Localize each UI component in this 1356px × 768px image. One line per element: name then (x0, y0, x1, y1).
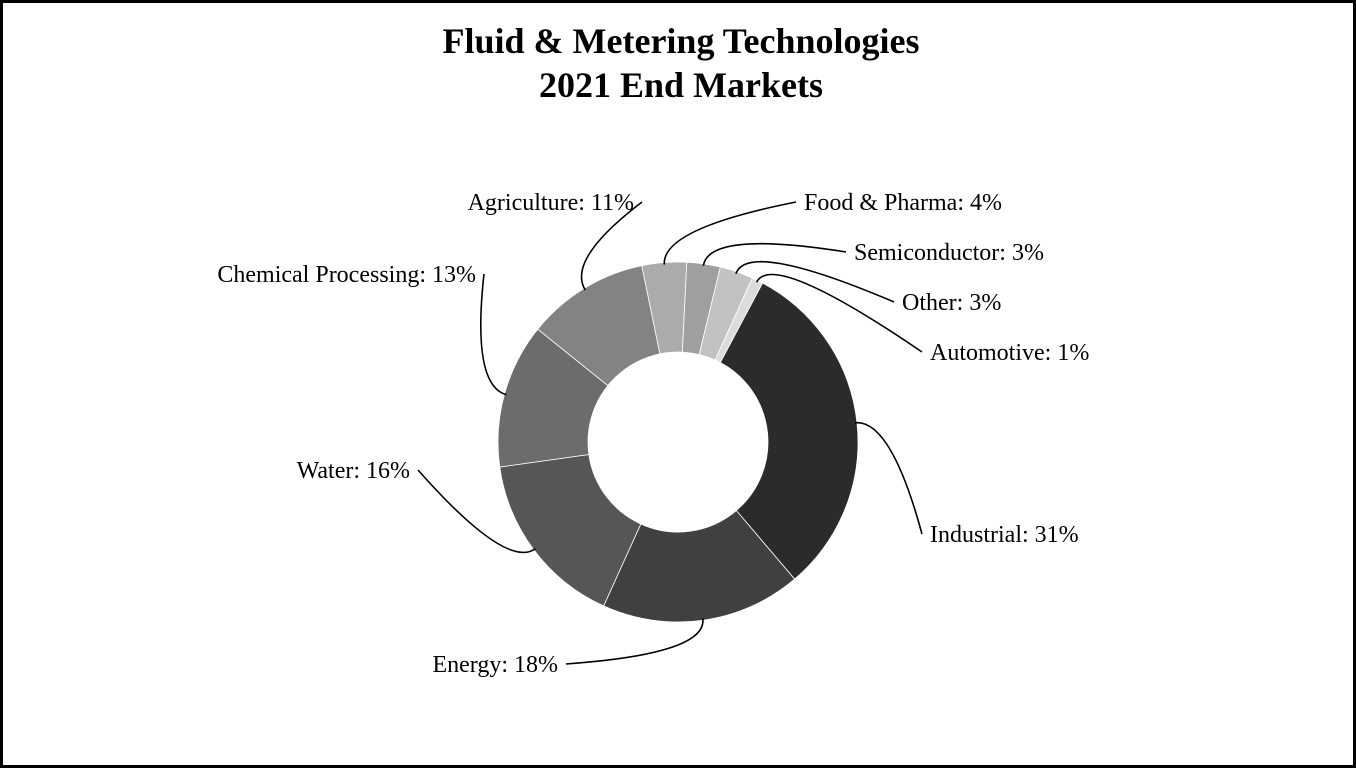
label-automotive: Automotive: 1% (930, 340, 1089, 366)
leader-line-semiconductor (702, 242, 847, 266)
chart-title-line-1: Fluid & Metering Technologies (442, 21, 920, 61)
leader-lines (417, 201, 923, 665)
slice-energy (603, 509, 796, 623)
label-food-and-pharma: Food & Pharma: 4% (804, 190, 1002, 216)
label-agriculture: Agriculture: 11% (468, 190, 634, 216)
leader-line-automotive (755, 273, 923, 353)
leader-line-water (417, 469, 536, 554)
label-industrial: Industrial: 31% (930, 522, 1079, 548)
leader-line-other (735, 260, 895, 303)
leader-line-chemical-processing (479, 273, 507, 396)
donut-slices (497, 261, 859, 623)
label-water: Water: 16% (297, 458, 410, 484)
slice-water (499, 454, 642, 607)
slice-industrial (719, 282, 859, 580)
leader-line-energy (565, 618, 704, 665)
leader-line-industrial (854, 421, 923, 535)
slice-automotive (714, 277, 764, 364)
leader-line-agriculture (580, 201, 643, 291)
label-chemical-processing: Chemical Processing: 13% (217, 262, 476, 288)
chart-title: Fluid & Metering Technologies 2021 End M… (3, 19, 1356, 107)
label-other: Other: 3% (902, 290, 1001, 316)
label-energy: Energy: 18% (432, 652, 558, 678)
label-semiconductor: Semiconductor: 3% (854, 240, 1044, 266)
chart-title-line-2: 2021 End Markets (538, 65, 823, 105)
leader-line-food-and-pharma (663, 201, 797, 265)
slice-labels: Industrial: 31% Energy: 18% Water: 16% Chem… (217, 190, 1089, 678)
